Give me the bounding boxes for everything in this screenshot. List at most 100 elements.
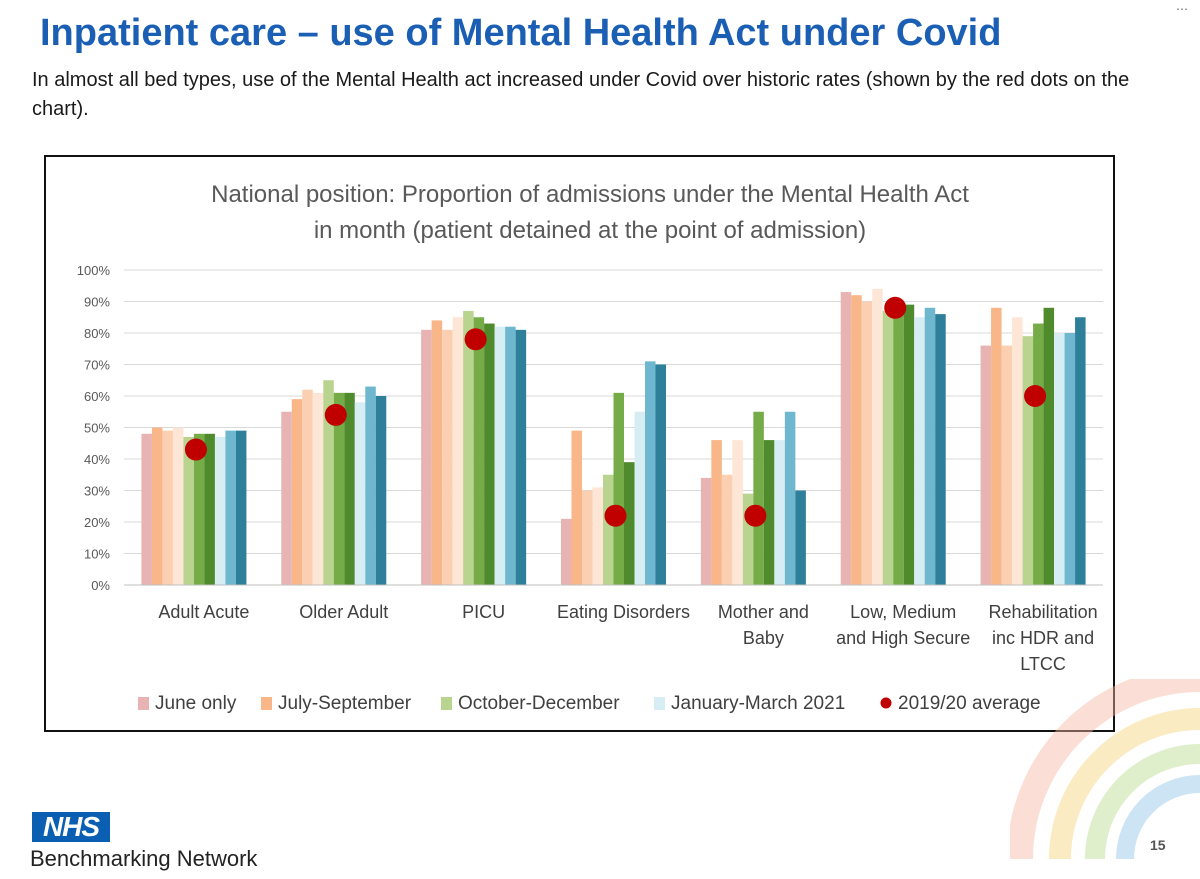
bar-jul_sep: [991, 307, 1002, 585]
bar-jan_mar: [1064, 333, 1076, 585]
options-icon[interactable]: ⋯: [1176, 2, 1188, 16]
legend-swatch: [261, 697, 272, 710]
bar-jul_sep: [431, 320, 443, 585]
bar-jan_mar: [634, 411, 645, 585]
x-category-label: PICU: [462, 602, 505, 622]
bar-jul_sep: [872, 288, 883, 585]
y-tick-label: 30%: [84, 484, 110, 499]
bar-jul_sep: [302, 389, 313, 585]
y-tick-label: 40%: [84, 452, 110, 467]
bar-oct_dec: [742, 493, 754, 585]
slide-title: Inpatient care – use of Mental Health Ac…: [40, 12, 1002, 54]
bar-oct_dec: [1043, 307, 1055, 585]
bar-chart: National position: Proportion of admissi…: [77, 181, 1103, 714]
legend-label: January-March 2021: [671, 693, 845, 714]
average-dot: [884, 296, 907, 319]
bar-oct_dec: [323, 380, 334, 585]
bar-oct_dec: [183, 436, 194, 585]
chart-title-line: National position: Proportion of admissi…: [211, 181, 969, 208]
average-dot: [324, 403, 347, 426]
bar-oct_dec: [484, 323, 495, 585]
bar-jan_mar: [494, 326, 506, 585]
decorative-rings: [1010, 679, 1200, 860]
bar-oct_dec: [893, 304, 904, 585]
x-category-label: Older Adult: [299, 602, 388, 622]
bar-june: [561, 518, 572, 585]
bar-jan_mar: [924, 307, 936, 585]
y-tick-label: 90%: [84, 295, 110, 310]
y-tick-label: 50%: [84, 421, 110, 436]
chart-title-line: in month (patient detained at the point …: [314, 217, 866, 244]
bar-jan_mar: [774, 440, 785, 585]
average-dot: [1024, 385, 1047, 407]
average-dot: [604, 504, 627, 527]
bar-oct_dec: [344, 392, 355, 585]
legend-label: June only: [155, 693, 237, 714]
bar-jul_sep: [162, 430, 173, 585]
bar-jul_sep: [172, 427, 184, 585]
bar-jul_sep: [861, 301, 873, 585]
bar-jan_mar: [375, 396, 387, 585]
bar-jan_mar: [235, 430, 247, 585]
bar-oct_dec: [1022, 336, 1034, 585]
bar-oct_dec: [204, 433, 215, 585]
bar-june: [421, 329, 432, 585]
bar-jul_sep: [1012, 317, 1023, 585]
y-tick-label: 20%: [84, 515, 110, 530]
legend-label: 2019/20 average: [898, 693, 1041, 714]
slide-subtitle: In almost all bed types, use of the Ment…: [32, 69, 1130, 120]
x-category-label: inc HDR and: [992, 628, 1094, 648]
page-number: 15: [1150, 837, 1166, 853]
legend-marker: [880, 697, 892, 709]
bar-oct_dec: [624, 462, 635, 585]
bar-jul_sep: [1001, 345, 1013, 585]
bar-jul_sep: [592, 487, 603, 585]
bar-oct_dec: [473, 317, 485, 585]
bar-jan_mar: [795, 490, 806, 585]
bar-oct_dec: [763, 440, 775, 585]
chart-frame: National position: Proportion of admissi…: [44, 155, 1115, 732]
bar-jan_mar: [515, 329, 527, 585]
y-tick-label: 0%: [91, 578, 110, 593]
bar-jan_mar: [914, 317, 925, 585]
bar-jul_sep: [442, 329, 453, 585]
bar-june: [840, 292, 852, 585]
x-category-label: Low, Medium: [850, 602, 956, 622]
average-dot: [744, 504, 767, 527]
y-tick-label: 100%: [77, 263, 111, 278]
average-dot: [184, 438, 207, 461]
legend-label: October-December: [458, 693, 620, 714]
nhs-logo: NHS: [32, 812, 110, 842]
bar-oct_dec: [463, 310, 474, 585]
x-category-label: Rehabilitation: [989, 602, 1098, 622]
bar-june: [700, 477, 712, 585]
bar-jan_mar: [354, 402, 366, 585]
bar-oct_dec: [882, 310, 894, 585]
legend-label: July-September: [278, 693, 412, 714]
bar-jan_mar: [935, 314, 946, 585]
bar-june: [281, 411, 292, 585]
x-category-label: Mother and: [718, 602, 809, 622]
bar-jul_sep: [312, 392, 324, 585]
bar-jul_sep: [151, 427, 163, 585]
y-tick-label: 80%: [84, 326, 110, 341]
x-category-label: Baby: [743, 628, 784, 648]
bar-june: [980, 345, 992, 585]
bar-jul_sep: [291, 399, 303, 585]
x-category-label: Eating Disorders: [557, 602, 690, 622]
bar-jul_sep: [571, 430, 582, 585]
bar-oct_dec: [333, 392, 345, 585]
legend-swatch: [138, 697, 149, 710]
bar-jan_mar: [505, 326, 516, 585]
bar-jan_mar: [365, 386, 376, 585]
bar-jul_sep: [452, 317, 464, 585]
bar-jul_sep: [711, 440, 722, 585]
bar-oct_dec: [1033, 323, 1044, 585]
bar-jan_mar: [214, 436, 226, 585]
bar-jan_mar: [655, 364, 666, 585]
bar-jul_sep: [582, 490, 593, 585]
bar-jan_mar: [784, 411, 796, 585]
average-dot: [464, 328, 487, 351]
bar-jan_mar: [225, 430, 236, 585]
x-category-label: and High Secure: [836, 628, 970, 648]
